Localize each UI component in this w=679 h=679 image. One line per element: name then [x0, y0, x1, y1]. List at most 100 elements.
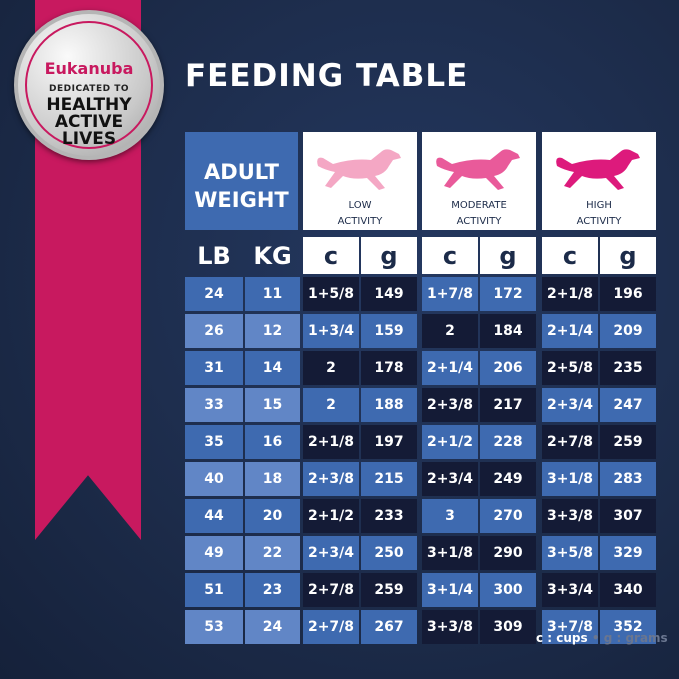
weight-lb-cell: 53 — [185, 610, 243, 644]
moderate-grams-cell: 206 — [480, 351, 536, 385]
low-cups-cell: 2 — [303, 351, 359, 385]
weight-kg-cell: 14 — [245, 351, 300, 385]
high-grams-cell: 259 — [600, 425, 656, 459]
moderate-grams-cell: 309 — [480, 610, 536, 644]
weight-lb-cell: 24 — [185, 277, 243, 311]
high-cups-cell: 3+3/4 — [542, 573, 598, 607]
low-cups-cell: 2 — [303, 388, 359, 422]
low-cups-cell: 1+5/8 — [303, 277, 359, 311]
weight-kg-cell: 23 — [245, 573, 300, 607]
high-cups-cell: 2+3/4 — [542, 388, 598, 422]
weight-kg-cell: 20 — [245, 499, 300, 533]
running-dog-icon — [435, 149, 520, 190]
low-grams-cell: 250 — [361, 536, 417, 570]
high-grams-cell: 209 — [600, 314, 656, 348]
high-grams-cell: 247 — [600, 388, 656, 422]
low-grams-cell: 159 — [361, 314, 417, 348]
brand-badge: Eukanuba DEDICATED TO HEALTHY ACTIVE LIVES — [14, 10, 164, 160]
weight-lb-cell: 40 — [185, 462, 243, 496]
low-grams-cell: 188 — [361, 388, 417, 422]
high-grams-cell: 340 — [600, 573, 656, 607]
legend: c : cups • g : grams — [536, 631, 668, 645]
brand-logo: Eukanuba — [44, 59, 134, 78]
moderate-cups-cell: 3 — [422, 499, 478, 533]
high-cups-cell: 3+7/8 — [542, 610, 598, 644]
high-grams-cell: 196 — [600, 277, 656, 311]
high-grams-cell: 283 — [600, 462, 656, 496]
moderate-cups-cell: 3+3/8 — [422, 610, 478, 644]
cups-header: c — [303, 237, 359, 274]
weight-lb-cell: 31 — [185, 351, 243, 385]
low-cups-cell: 2+7/8 — [303, 610, 359, 644]
high-grams-cell: 329 — [600, 536, 656, 570]
low-grams-cell: 259 — [361, 573, 417, 607]
activity-header-2: HIGH ACTIVITY — [542, 132, 656, 230]
moderate-grams-cell: 290 — [480, 536, 536, 570]
high-cups-cell: 2+5/8 — [542, 351, 598, 385]
grams-header: g — [361, 237, 417, 274]
adult-weight-header: ADULT WEIGHT — [185, 132, 298, 230]
cups-header: c — [422, 237, 478, 274]
moderate-cups-cell: 3+1/4 — [422, 573, 478, 607]
high-cups-cell: 2+1/4 — [542, 314, 598, 348]
weight-kg-cell: 22 — [245, 536, 300, 570]
weight-lb-cell: 44 — [185, 499, 243, 533]
weight-lb-cell: 33 — [185, 388, 243, 422]
moderate-cups-cell: 2+1/4 — [422, 351, 478, 385]
page-title: FEEDING TABLE — [185, 58, 469, 94]
grams-header: g — [480, 237, 536, 274]
moderate-cups-cell: 2 — [422, 314, 478, 348]
low-cups-cell: 2+1/2 — [303, 499, 359, 533]
high-cups-cell: 3+1/8 — [542, 462, 598, 496]
moderate-cups-cell: 3+1/8 — [422, 536, 478, 570]
low-cups-cell: 2+3/8 — [303, 462, 359, 496]
running-dog-icon — [316, 149, 401, 190]
high-grams-cell: 352 — [600, 610, 656, 644]
high-cups-cell: 3+5/8 — [542, 536, 598, 570]
activity-header-0: LOW ACTIVITY — [303, 132, 417, 230]
weight-kg-cell: 12 — [245, 314, 300, 348]
moderate-grams-cell: 300 — [480, 573, 536, 607]
weight-lb-cell: 35 — [185, 425, 243, 459]
high-cups-cell: 2+1/8 — [542, 277, 598, 311]
weight-lb-cell: 49 — [185, 536, 243, 570]
lb-header: LB — [197, 241, 231, 270]
weight-lb-cell: 26 — [185, 314, 243, 348]
high-cups-cell: 3+3/8 — [542, 499, 598, 533]
high-grams-cell: 235 — [600, 351, 656, 385]
low-grams-cell: 178 — [361, 351, 417, 385]
low-cups-cell: 1+3/4 — [303, 314, 359, 348]
low-grams-cell: 215 — [361, 462, 417, 496]
low-grams-cell: 267 — [361, 610, 417, 644]
high-cups-cell: 2+7/8 — [542, 425, 598, 459]
moderate-cups-cell: 2+3/8 — [422, 388, 478, 422]
moderate-grams-cell: 270 — [480, 499, 536, 533]
badge-dedicated: DEDICATED TO — [49, 84, 129, 94]
weight-kg-cell: 16 — [245, 425, 300, 459]
running-dog-icon — [555, 149, 640, 190]
low-grams-cell: 149 — [361, 277, 417, 311]
badge-slogan: HEALTHY ACTIVE LIVES — [46, 95, 132, 149]
weight-kg-cell: 18 — [245, 462, 300, 496]
weight-kg-cell: 15 — [245, 388, 300, 422]
moderate-grams-cell: 228 — [480, 425, 536, 459]
low-grams-cell: 197 — [361, 425, 417, 459]
moderate-grams-cell: 249 — [480, 462, 536, 496]
grams-header: g — [600, 237, 656, 274]
moderate-grams-cell: 184 — [480, 314, 536, 348]
moderate-cups-cell: 2+3/4 — [422, 462, 478, 496]
low-cups-cell: 2+1/8 — [303, 425, 359, 459]
kg-header: KG — [253, 241, 292, 270]
weight-lb-cell: 51 — [185, 573, 243, 607]
weight-kg-cell: 11 — [245, 277, 300, 311]
weight-kg-cell: 24 — [245, 610, 300, 644]
moderate-cups-cell: 1+7/8 — [422, 277, 478, 311]
low-grams-cell: 233 — [361, 499, 417, 533]
moderate-grams-cell: 172 — [480, 277, 536, 311]
moderate-cups-cell: 2+1/2 — [422, 425, 478, 459]
low-cups-cell: 2+7/8 — [303, 573, 359, 607]
cups-header: c — [542, 237, 598, 274]
low-cups-cell: 2+3/4 — [303, 536, 359, 570]
activity-header-1: MODERATE ACTIVITY — [422, 132, 536, 230]
high-grams-cell: 307 — [600, 499, 656, 533]
